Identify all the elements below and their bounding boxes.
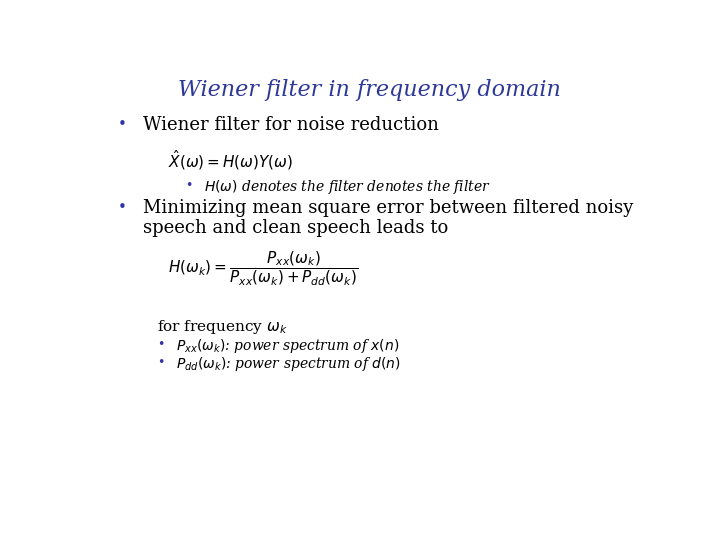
Text: speech and clean speech leads to: speech and clean speech leads to <box>143 219 449 237</box>
Text: $H(\omega_k) = \dfrac{P_{xx}(\omega_k)}{P_{xx}(\omega_k) + P_{dd}(\omega_k)}$: $H(\omega_k) = \dfrac{P_{xx}(\omega_k)}{… <box>168 250 359 288</box>
Text: $H(\omega)$ denotes the filter denotes the filter: $H(\omega)$ denotes the filter denotes t… <box>204 178 491 197</box>
Text: •: • <box>157 356 164 369</box>
Text: $P_{dd}(\omega_k)$: power spectrum of $d(n)$: $P_{dd}(\omega_k)$: power spectrum of $d… <box>176 355 401 374</box>
Text: for frequency $\omega_k$: for frequency $\omega_k$ <box>157 319 287 336</box>
Text: $P_{xx}(\omega_k)$: power spectrum of $x(n)$: $P_{xx}(\omega_k)$: power spectrum of $x… <box>176 337 400 355</box>
Text: •: • <box>157 338 164 350</box>
Text: Minimizing mean square error between filtered noisy: Minimizing mean square error between fil… <box>143 199 634 217</box>
Text: $\hat{X}(\omega) = H(\omega)Y(\omega)$: $\hat{X}(\omega) = H(\omega)Y(\omega)$ <box>168 148 293 172</box>
Text: Wiener filter for noise reduction: Wiener filter for noise reduction <box>143 116 439 134</box>
Text: Wiener filter in frequency domain: Wiener filter in frequency domain <box>178 79 560 102</box>
Text: •: • <box>118 117 127 132</box>
Text: •: • <box>118 199 127 214</box>
Text: •: • <box>185 179 192 192</box>
